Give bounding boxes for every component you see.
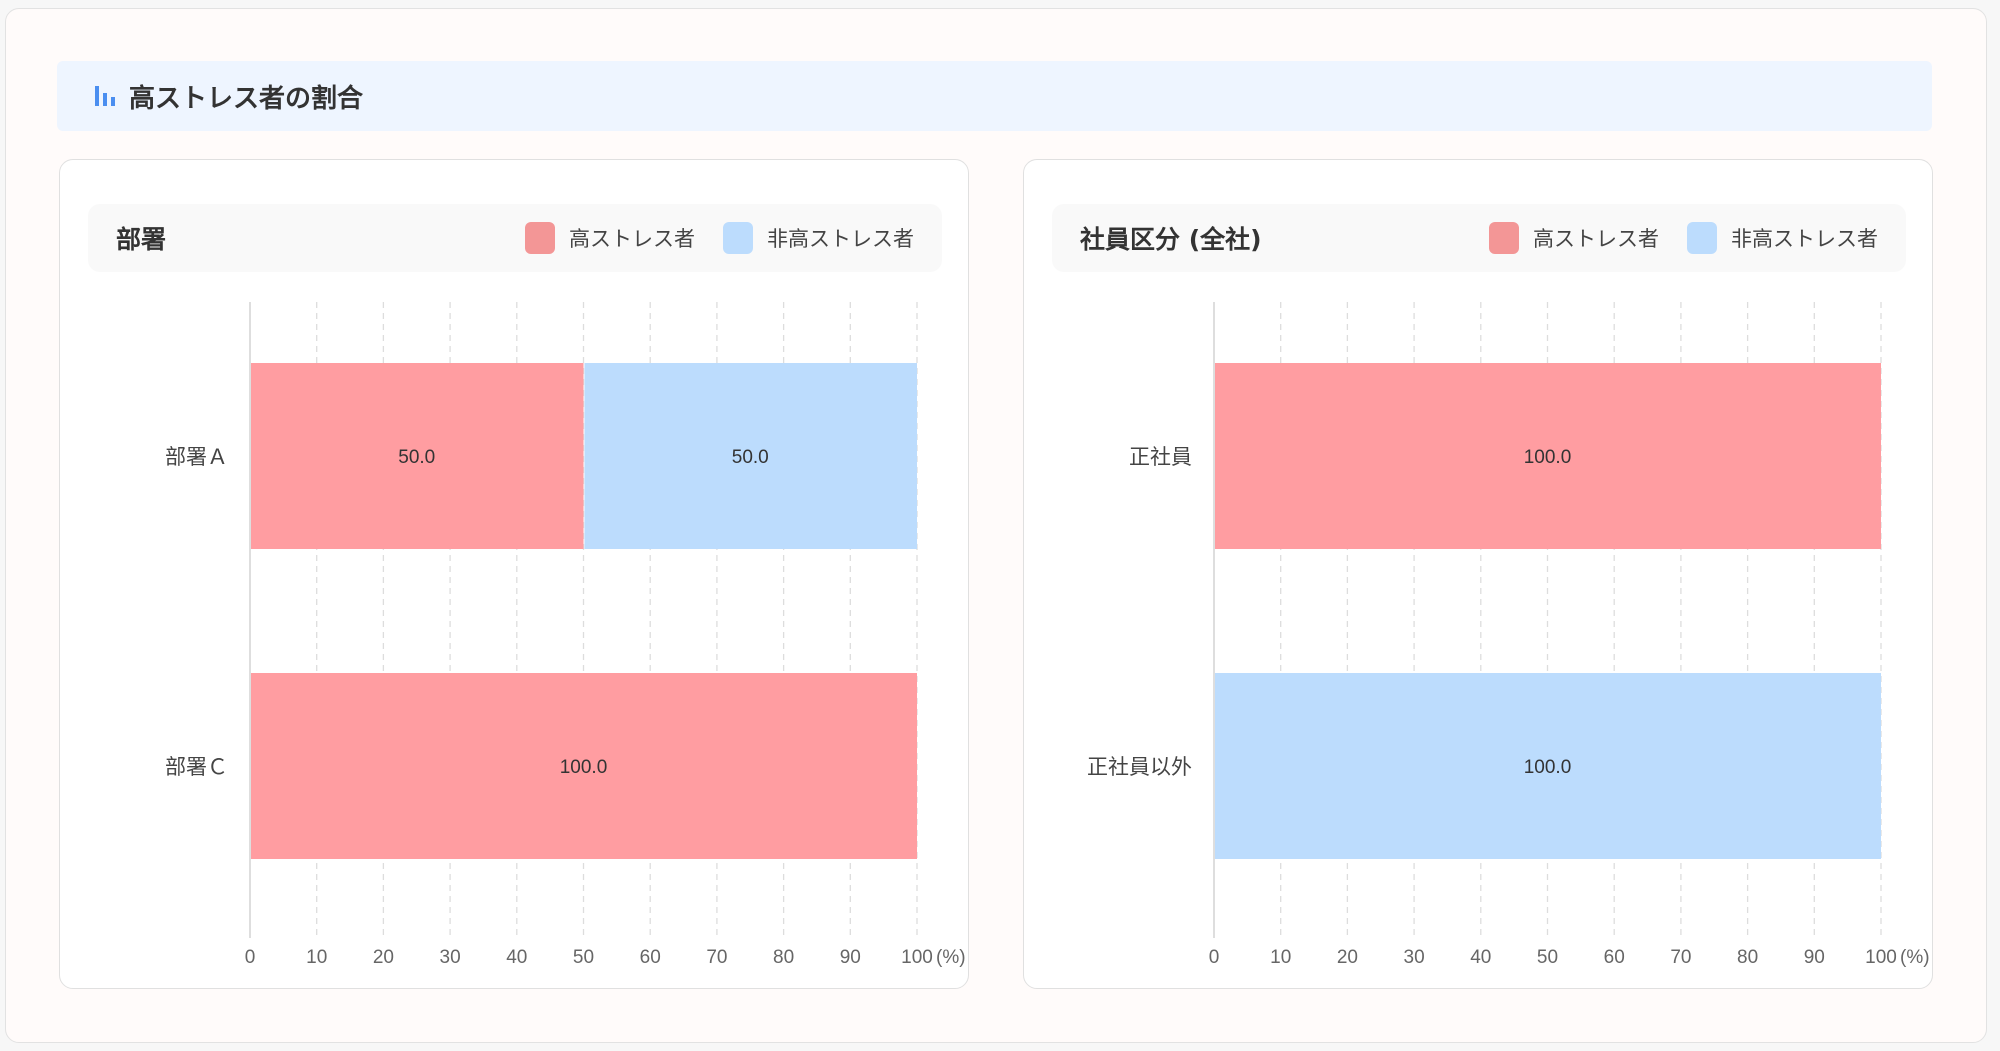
data-label: 100.0 (560, 757, 608, 778)
x-tick-label: 50 (1537, 947, 1558, 968)
chart-header: 部署 高ストレス者 非高ストレス者 (88, 204, 942, 272)
x-tick-label: 20 (1337, 947, 1358, 968)
x-tick-label: 0 (1209, 947, 1220, 968)
legend-item-high-stress[interactable]: 高ストレス者 (525, 222, 695, 254)
category-label: 正社員以外 (1087, 755, 1192, 779)
x-tick-label: 70 (1670, 947, 1691, 968)
category-label: 部署Ｃ (165, 755, 228, 779)
category-label: 正社員 (1129, 445, 1192, 469)
bar-segment (251, 673, 917, 859)
x-tick-label: 30 (1404, 947, 1425, 968)
bar-chart: 0 10 20 30 40 50 60 70 80 90 100 (%) 正社員 100.0 正社員以外 10… (1087, 302, 1930, 968)
legend-swatch (525, 222, 555, 254)
chart-card-department: 部署 高ストレス者 非高ストレス者 0 10 20 30 40 50 60 70 80 90 100… (59, 159, 969, 989)
bar-chart-icon (95, 86, 115, 106)
x-tick-label: 90 (840, 947, 861, 968)
data-label: 100.0 (1524, 447, 1572, 468)
x-tick-label: 100 (901, 947, 933, 968)
x-tick-label: 80 (773, 947, 794, 968)
legend-item-non-high-stress[interactable]: 非高ストレス者 (1687, 222, 1878, 254)
x-tick-label: 80 (1737, 947, 1758, 968)
bar-segment (1215, 673, 1881, 859)
data-label: 50.0 (398, 447, 435, 468)
x-tick-label: 10 (306, 947, 327, 968)
legend-label: 高ストレス者 (569, 227, 695, 251)
x-tick-label: 70 (706, 947, 727, 968)
bar-chart: 0 10 20 30 40 50 60 70 80 90 100 (%) 部署Ａ 50.0 50.0 部署Ｃ 1… (165, 302, 966, 968)
legend-item-high-stress[interactable]: 高ストレス者 (1489, 222, 1659, 254)
chart-title: 社員区分 (全社) (1080, 225, 1262, 254)
data-label: 100.0 (1524, 757, 1572, 778)
x-axis-unit: (%) (936, 947, 966, 968)
bar-segment (1215, 363, 1881, 549)
x-tick-label: 40 (1470, 947, 1491, 968)
x-tick-label: 30 (440, 947, 461, 968)
legend-item-non-high-stress[interactable]: 非高ストレス者 (723, 222, 914, 254)
legend-swatch (1687, 222, 1717, 254)
category-label: 部署Ａ (165, 445, 228, 469)
x-tick-label: 40 (506, 947, 527, 968)
bar-segment (251, 363, 584, 549)
legend-label: 非高ストレス者 (767, 227, 914, 251)
legend-label: 高ストレス者 (1533, 227, 1659, 251)
legend-swatch (723, 222, 753, 254)
chart-header: 社員区分 (全社) 高ストレス者 非高ストレス者 (1052, 204, 1906, 272)
x-tick-label: 10 (1270, 947, 1291, 968)
x-tick-label: 90 (1804, 947, 1825, 968)
legend-label: 非高ストレス者 (1731, 227, 1878, 251)
x-axis-unit: (%) (1900, 947, 1930, 968)
x-tick-label: 60 (640, 947, 661, 968)
legend-swatch (1489, 222, 1519, 254)
section-title: 高ストレス者の割合 (129, 83, 364, 114)
chart-card-employee-type: 社員区分 (全社) 高ストレス者 非高ストレス者 0 10 20 30 40 50 60 70… (1023, 159, 1933, 989)
section-header: 高ストレス者の割合 (57, 61, 1932, 131)
bar-segment (584, 363, 917, 549)
x-tick-label: 60 (1604, 947, 1625, 968)
x-tick-label: 0 (245, 947, 256, 968)
x-tick-label: 50 (573, 947, 594, 968)
x-tick-label: 100 (1865, 947, 1897, 968)
x-tick-label: 20 (373, 947, 394, 968)
chart-title: 部署 (116, 225, 167, 254)
data-label: 50.0 (732, 447, 769, 468)
